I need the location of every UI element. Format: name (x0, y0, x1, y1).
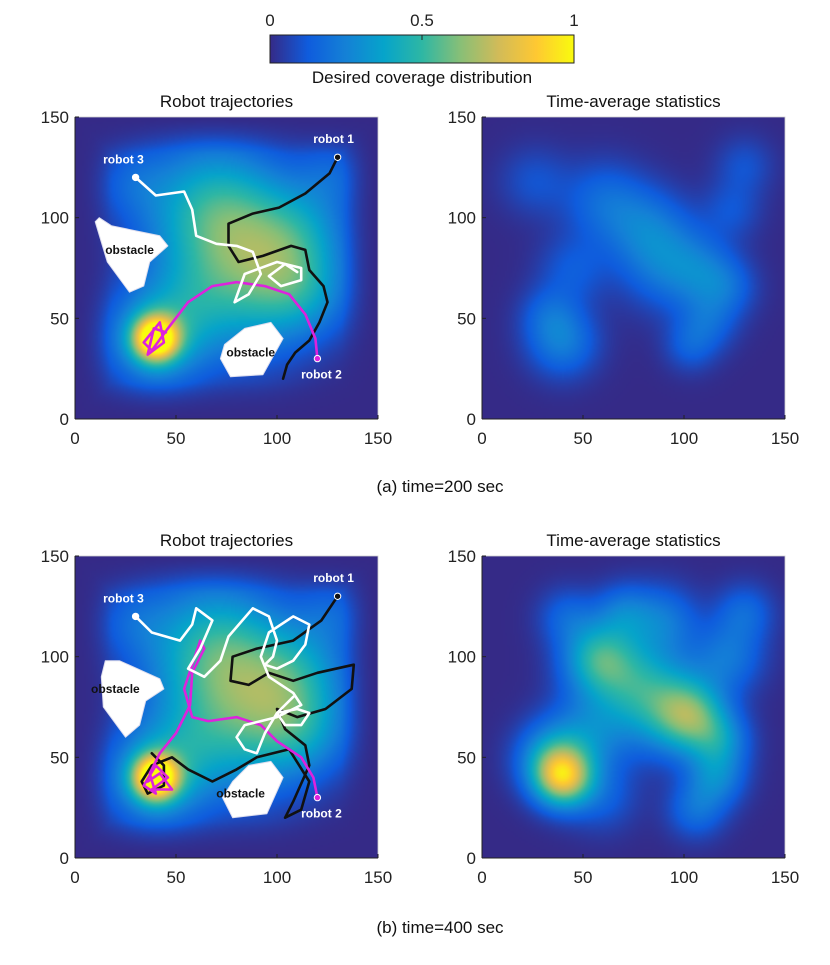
x-tick-label: 50 (167, 868, 186, 887)
robot-start-marker (131, 173, 140, 182)
x-tick-label: 50 (574, 429, 593, 448)
robot-label: robot 3 (103, 591, 144, 605)
x-tick-label: 100 (263, 429, 291, 448)
heatmap-image (482, 556, 785, 858)
obstacle-shape (94, 217, 169, 293)
obstacle-shape (100, 660, 165, 738)
robot-trajectory (134, 176, 303, 304)
x-tick-label: 0 (477, 429, 486, 448)
colorbar-label: Desired coverage distribution (312, 68, 532, 87)
caption-a: (a) time=200 sec (376, 477, 504, 496)
y-tick-label: 150 (41, 547, 69, 566)
x-tick-label: 50 (574, 868, 593, 887)
robot-label: robot 3 (103, 152, 144, 166)
y-tick-label: 50 (50, 748, 69, 767)
y-tick-label: 50 (50, 309, 69, 328)
robot-trajectory (134, 607, 311, 755)
y-tick-label: 100 (448, 209, 476, 228)
panel-b-time-average: Time-average statistics 0 50 100 150 0 50 100 15… (448, 531, 800, 887)
x-tick-label: 0 (70, 429, 79, 448)
x-tick-label: 0 (70, 868, 79, 887)
y-tick-label: 100 (41, 648, 69, 667)
x-tick-label: 100 (670, 868, 698, 887)
x-tick-label: 150 (364, 429, 392, 448)
y-tick-label: 100 (41, 209, 69, 228)
robot-label: robot 2 (301, 368, 342, 382)
robot-label: robot 1 (313, 132, 354, 146)
y-tick-label: 150 (448, 108, 476, 127)
x-tick-label: 100 (670, 429, 698, 448)
panel-title: Time-average statistics (546, 531, 720, 550)
y-tick-label: 0 (60, 410, 69, 429)
x-tick-label: 0 (477, 868, 486, 887)
y-tick-label: 100 (448, 648, 476, 667)
y-tick-label: 150 (448, 547, 476, 566)
robot-trajectory (142, 280, 319, 360)
robot-label: robot 2 (301, 807, 342, 821)
x-tick-label: 150 (771, 868, 799, 887)
robot-start-marker (313, 354, 322, 363)
panel-title: Robot trajectories (160, 92, 293, 111)
panel-title: Time-average statistics (546, 92, 720, 111)
y-tick-label: 0 (467, 410, 476, 429)
obstacle-label: obstacle (91, 682, 140, 696)
obstacle-label: obstacle (105, 243, 154, 257)
colorbar-tick-label: 1 (569, 11, 578, 30)
robot-label: robot 1 (313, 571, 354, 585)
y-tick-label: 0 (467, 849, 476, 868)
heatmap-image (482, 117, 785, 419)
y-tick-label: 50 (457, 309, 476, 328)
panel-b-robot-trajectories: Robot trajectories obstacle obstacle robot … (41, 531, 393, 887)
obstacle-shape (219, 321, 284, 378)
robot-start-marker (313, 793, 322, 802)
x-tick-label: 150 (771, 429, 799, 448)
panel-a-time-average: Time-average statistics 0 50 100 150 0 50 100 15… (448, 92, 800, 448)
robot-start-marker (333, 592, 342, 600)
y-tick-label: 50 (457, 748, 476, 767)
obstacle-shape (222, 760, 284, 819)
panel-title: Robot trajectories (160, 531, 293, 550)
colorbar-tick-label: 0.5 (410, 11, 434, 30)
panel-a-robot-trajectories: Robot trajectories obstacle obstacle robot … (41, 92, 393, 448)
obstacle-label: obstacle (216, 787, 265, 801)
robot-trajectory (140, 595, 356, 819)
y-tick-label: 0 (60, 849, 69, 868)
robot-start-marker (131, 612, 140, 621)
colorbar-tick-label: 0 (265, 11, 274, 30)
colorbar: 0 0.5 1 Desired coverage distribution (265, 11, 578, 87)
robot-trajectory (227, 156, 339, 380)
obstacle-label: obstacle (226, 346, 275, 360)
caption-b: (b) time=400 sec (376, 918, 504, 937)
x-tick-label: 150 (364, 868, 392, 887)
x-tick-label: 100 (263, 868, 291, 887)
x-tick-label: 50 (167, 429, 186, 448)
robot-trajectory (142, 639, 319, 799)
robot-start-marker (333, 153, 342, 161)
y-tick-label: 150 (41, 108, 69, 127)
